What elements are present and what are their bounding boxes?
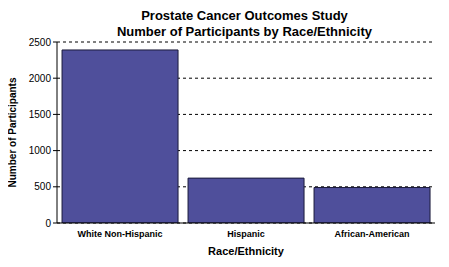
html-text:Number of Participants by Race: Number of Participants by Race/Ethnicity [117,24,372,39]
svg-text:1500: 1500 [29,109,52,120]
svg-text:Race/Ethnicity: Race/Ethnicity [208,245,285,257]
svg-text:African-American: African-American [334,229,409,239]
svg-text:Number of Participants: Number of Participants [8,77,18,187]
svg-text:500: 500 [34,181,51,192]
svg-text:Hispanic: Hispanic [227,229,265,239]
svg-text:1000: 1000 [29,145,52,156]
svg-text:2500: 2500 [29,37,52,48]
svg-text:0: 0 [45,218,51,229]
html-text:Prostate Cancer Outcomes Study: Prostate Cancer Outcomes Study [141,8,348,23]
svg-text:2000: 2000 [29,73,52,84]
svg-text:White Non-Hispanic: White Non-Hispanic [78,229,163,239]
